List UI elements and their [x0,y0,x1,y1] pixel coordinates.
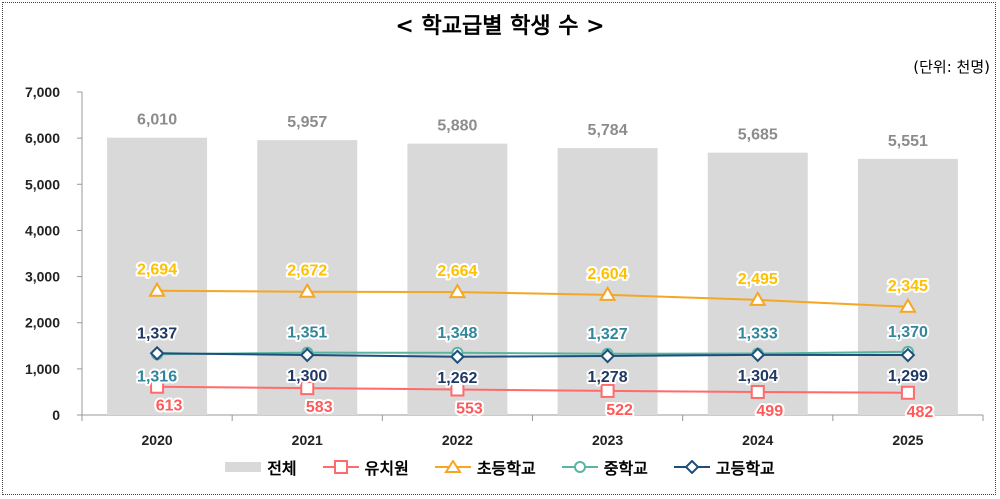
marker-diamond-high [900,347,916,363]
marker-square-kindergarten [750,384,765,399]
marker-diamond-high [750,347,766,363]
data-label-high: 1,299 [888,368,928,385]
data-label-middle: 1,348 [437,325,477,342]
data-label-kindergarten: 482 [907,404,934,421]
line-kindergarten [157,385,908,394]
y-tick-label: 5,000 [25,176,60,192]
legend-swatch-icon [322,460,359,474]
data-label-high: 1,262 [437,370,477,387]
marker-square-kindergarten [300,381,315,396]
legend-item: 전체 [225,455,297,479]
line-high [157,352,908,358]
line-elementary [157,289,908,308]
marker-triangle-elementary [298,282,316,298]
marker-square-kindergarten [150,379,165,394]
y-tick-label: 3,000 [25,269,60,285]
data-label-elementary: 2,495 [738,271,778,288]
line-middle [157,350,908,356]
marker-triangle-elementary [598,285,617,301]
data-label-high: 1,300 [287,368,327,385]
marker-triangle-elementary [749,290,767,306]
marker-triangle-elementary [448,283,467,299]
marker-diamond-high [450,349,465,365]
bar-total [407,143,508,415]
marker-square-kindergarten [450,382,465,397]
data-label-kindergarten: 499 [756,403,783,420]
bar-label-total: 5,551 [888,133,928,150]
marker-square-kindergarten [900,385,915,400]
data-label-middle: 1,327 [588,326,628,343]
data-label-kindergarten: 613 [156,398,183,415]
data-label-high: 1,304 [738,368,778,385]
data-label-elementary: 2,664 [437,263,477,280]
x-tick-label: 2020 [142,432,173,448]
legend-label: 고등학교 [715,459,775,478]
x-tick-label: 2024 [742,432,773,448]
unit-label: (단위: 천명) [913,58,990,76]
marker-diamond-high [600,348,615,364]
legend-item: 고등학교 [673,455,775,479]
bar-total [557,148,658,415]
x-tick-label: 2022 [442,432,473,448]
legend-label: 전체 [267,459,297,478]
y-tick-label: 1,000 [25,361,60,377]
bar-total [707,152,808,415]
bar-label-total: 5,685 [738,127,778,144]
data-label-elementary: 2,604 [588,266,628,283]
bar-total [107,137,208,415]
marker-triangle-elementary [148,281,166,297]
legend-swatch-icon [434,460,471,474]
legend-label: 초등학교 [476,459,536,478]
data-label-high: 1,337 [137,325,177,342]
bar-label-total: 5,784 [588,122,628,139]
data-label-elementary: 2,345 [888,278,928,295]
data-label-high: 1,278 [588,369,628,386]
legend-swatch-icon [225,460,262,474]
data-label-elementary: 2,694 [137,262,177,279]
bar-label-total: 5,957 [287,114,327,131]
bar-label-total: 5,880 [437,118,477,135]
marker-square-kindergarten [600,383,615,398]
x-tick-label: 2025 [892,432,923,448]
data-label-elementary: 2,672 [287,263,327,280]
data-label-kindergarten: 553 [456,400,483,417]
data-label-middle: 1,333 [738,325,778,342]
legend-label: 중학교 [603,459,648,478]
y-tick-label: 0 [52,407,60,423]
marker-triangle-elementary [899,297,917,313]
y-tick-label: 4,000 [25,222,60,238]
marker-diamond-high [149,345,165,361]
y-tick-label: 7,000 [25,84,60,100]
bar-label-total: 6,010 [137,112,177,129]
marker-diamond-high [299,347,315,363]
x-tick-label: 2021 [292,432,323,448]
legend-item: 중학교 [561,455,648,479]
data-label-middle: 1,370 [888,324,928,341]
legend-item: 초등학교 [434,455,536,479]
legend-item: 유치원 [322,455,409,479]
bar-total [857,158,958,415]
legend-swatch-icon [561,460,598,474]
legend: 전체 유치원 초등학교 중학교 고등학교 [0,455,1000,479]
y-tick-label: 2,000 [25,315,60,331]
data-label-middle: 1,351 [287,325,327,342]
chart-title: < 학교급별 학생 수 > [395,14,605,39]
data-label-kindergarten: 522 [606,402,633,419]
y-tick-label: 6,000 [25,130,60,146]
legend-swatch-icon [673,460,710,474]
bar-total [257,140,358,415]
data-label-kindergarten: 583 [306,399,333,416]
legend-label: 유치원 [364,459,409,478]
data-label-middle: 1,316 [137,368,177,385]
x-tick-label: 2023 [592,432,623,448]
